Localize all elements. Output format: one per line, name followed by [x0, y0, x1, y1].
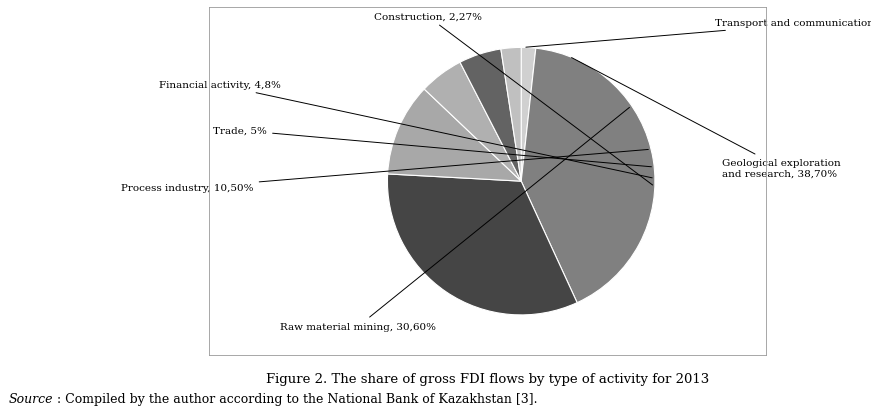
Wedge shape [521, 49, 655, 303]
Text: Process industry, 10,50%: Process industry, 10,50% [121, 150, 648, 193]
Text: : Compiled by the author according to the National Bank of Kazakhstan [3].: : Compiled by the author according to th… [57, 392, 537, 405]
Wedge shape [501, 48, 521, 182]
Wedge shape [388, 90, 521, 182]
Wedge shape [424, 63, 521, 182]
Text: Figure 2. The share of gross FDI flows by type of activity for 2013: Figure 2. The share of gross FDI flows b… [267, 372, 709, 385]
Text: Construction, 2,27%: Construction, 2,27% [374, 13, 652, 185]
Text: Raw material mining, 30,60%: Raw material mining, 30,60% [280, 108, 630, 331]
Text: Trade, 5%: Trade, 5% [213, 126, 652, 167]
Text: Transport and communication, 1,63%: Transport and communication, 1,63% [526, 19, 871, 48]
Wedge shape [388, 175, 577, 315]
Text: Source: Source [9, 392, 53, 405]
Wedge shape [521, 48, 536, 182]
Wedge shape [460, 50, 521, 182]
Text: Financial activity, 4,8%: Financial activity, 4,8% [159, 81, 652, 178]
Text: Geological exploration
and research, 38,70%: Geological exploration and research, 38,… [571, 58, 841, 178]
